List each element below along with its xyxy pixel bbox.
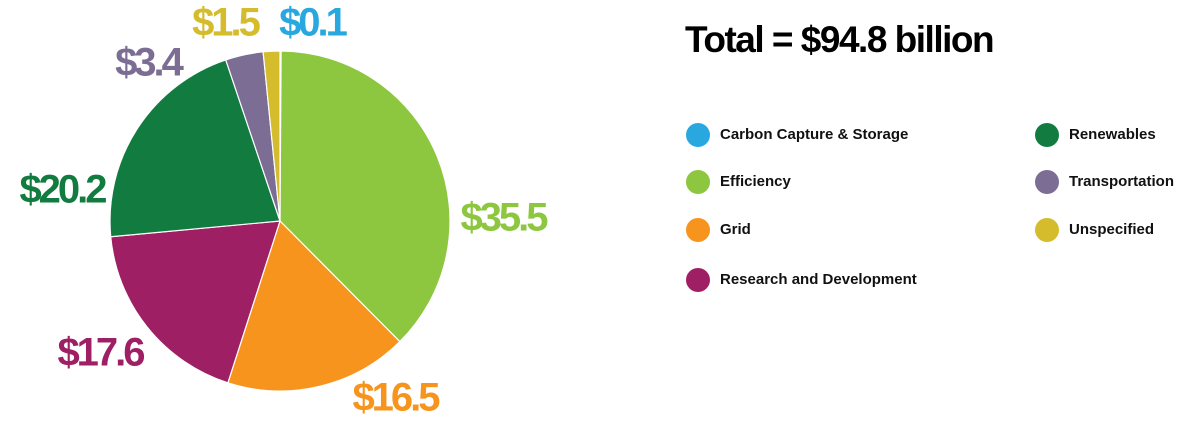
legend-swatch [1035, 170, 1059, 194]
legend-label: Renewables [1069, 126, 1156, 143]
legend-label: Efficiency [720, 173, 792, 190]
pie-slice [109, 59, 281, 238]
value-label: $16.5 [352, 376, 440, 420]
legend-swatch [686, 170, 710, 194]
pie-slice [227, 219, 401, 392]
pie-slice [110, 220, 281, 384]
legend-swatch [1035, 123, 1059, 147]
value-label: $1.5 [192, 1, 261, 45]
pie-slice [279, 50, 451, 343]
value-label: $17.6 [57, 331, 144, 375]
value-label: $20.2 [19, 168, 106, 212]
legend-label: Grid [720, 221, 751, 238]
chart-title: Total = $94.8 billion [685, 19, 993, 60]
legend-swatch [1035, 218, 1059, 242]
legend-label: Research and Development [720, 271, 917, 288]
value-label: $0.1 [279, 1, 348, 45]
legend-swatch [686, 218, 710, 242]
value-label: $3.4 [115, 41, 185, 85]
legend-label: Carbon Capture & Storage [720, 126, 908, 143]
legend-label: Transportation [1069, 173, 1174, 190]
legend-label: Unspecified [1069, 221, 1154, 238]
pie-slice [262, 50, 281, 222]
value-label: $35.5 [460, 196, 548, 240]
legend-swatch [686, 268, 710, 292]
legend-swatch [686, 123, 710, 147]
